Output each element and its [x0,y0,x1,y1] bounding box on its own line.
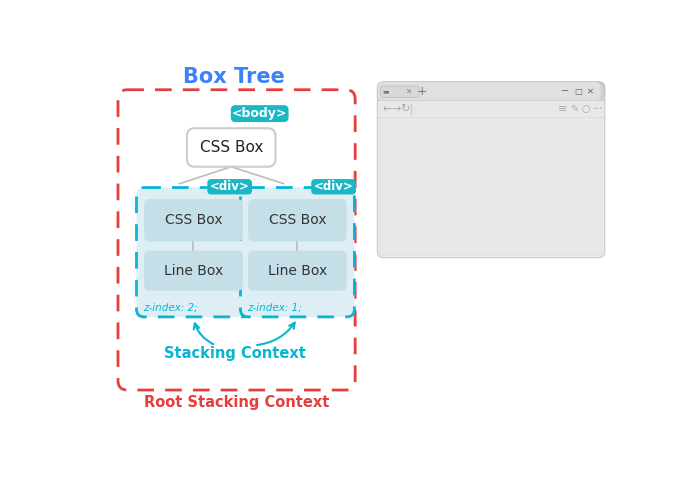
FancyBboxPatch shape [240,187,354,317]
Text: CSS Box: CSS Box [269,213,326,227]
FancyBboxPatch shape [187,128,276,167]
FancyBboxPatch shape [380,117,602,256]
FancyBboxPatch shape [248,199,347,241]
Text: Line Box: Line Box [164,264,223,278]
Text: <div>: <div> [314,180,354,193]
FancyBboxPatch shape [144,250,243,291]
FancyBboxPatch shape [381,86,419,97]
Text: ≡: ≡ [557,104,567,114]
FancyBboxPatch shape [377,82,605,100]
Text: Line Box: Line Box [268,264,327,278]
Text: □: □ [574,87,582,96]
FancyBboxPatch shape [377,100,605,117]
Text: ✕: ✕ [405,87,411,96]
Text: ▬: ▬ [382,88,388,94]
Text: CSS Box: CSS Box [200,140,263,155]
Text: Box Tree: Box Tree [182,68,285,87]
Text: ○: ○ [582,104,590,114]
Text: •••: ••• [592,106,602,111]
FancyBboxPatch shape [231,105,289,122]
Text: z-index: 2;: z-index: 2; [143,302,198,312]
FancyBboxPatch shape [311,179,356,195]
Text: →: → [391,104,401,114]
FancyBboxPatch shape [377,94,605,102]
FancyBboxPatch shape [136,187,251,317]
Text: <body>: <body> [232,107,287,120]
FancyBboxPatch shape [377,82,601,100]
FancyBboxPatch shape [248,250,347,291]
Text: ↻: ↻ [400,104,410,114]
Text: z-index: 1;: z-index: 1; [246,302,301,312]
FancyBboxPatch shape [377,82,605,258]
Text: ←: ← [382,104,391,114]
Text: CSS Box: CSS Box [165,213,222,227]
Text: +: + [417,85,427,98]
Text: <div>: <div> [209,180,250,193]
Text: Stacking Context: Stacking Context [164,346,306,360]
FancyBboxPatch shape [207,179,252,195]
FancyBboxPatch shape [144,199,243,241]
Text: Root Stacking Context: Root Stacking Context [144,395,329,410]
Text: ✎: ✎ [571,104,578,114]
Text: −: − [560,86,569,96]
Text: ✕: ✕ [587,87,594,96]
